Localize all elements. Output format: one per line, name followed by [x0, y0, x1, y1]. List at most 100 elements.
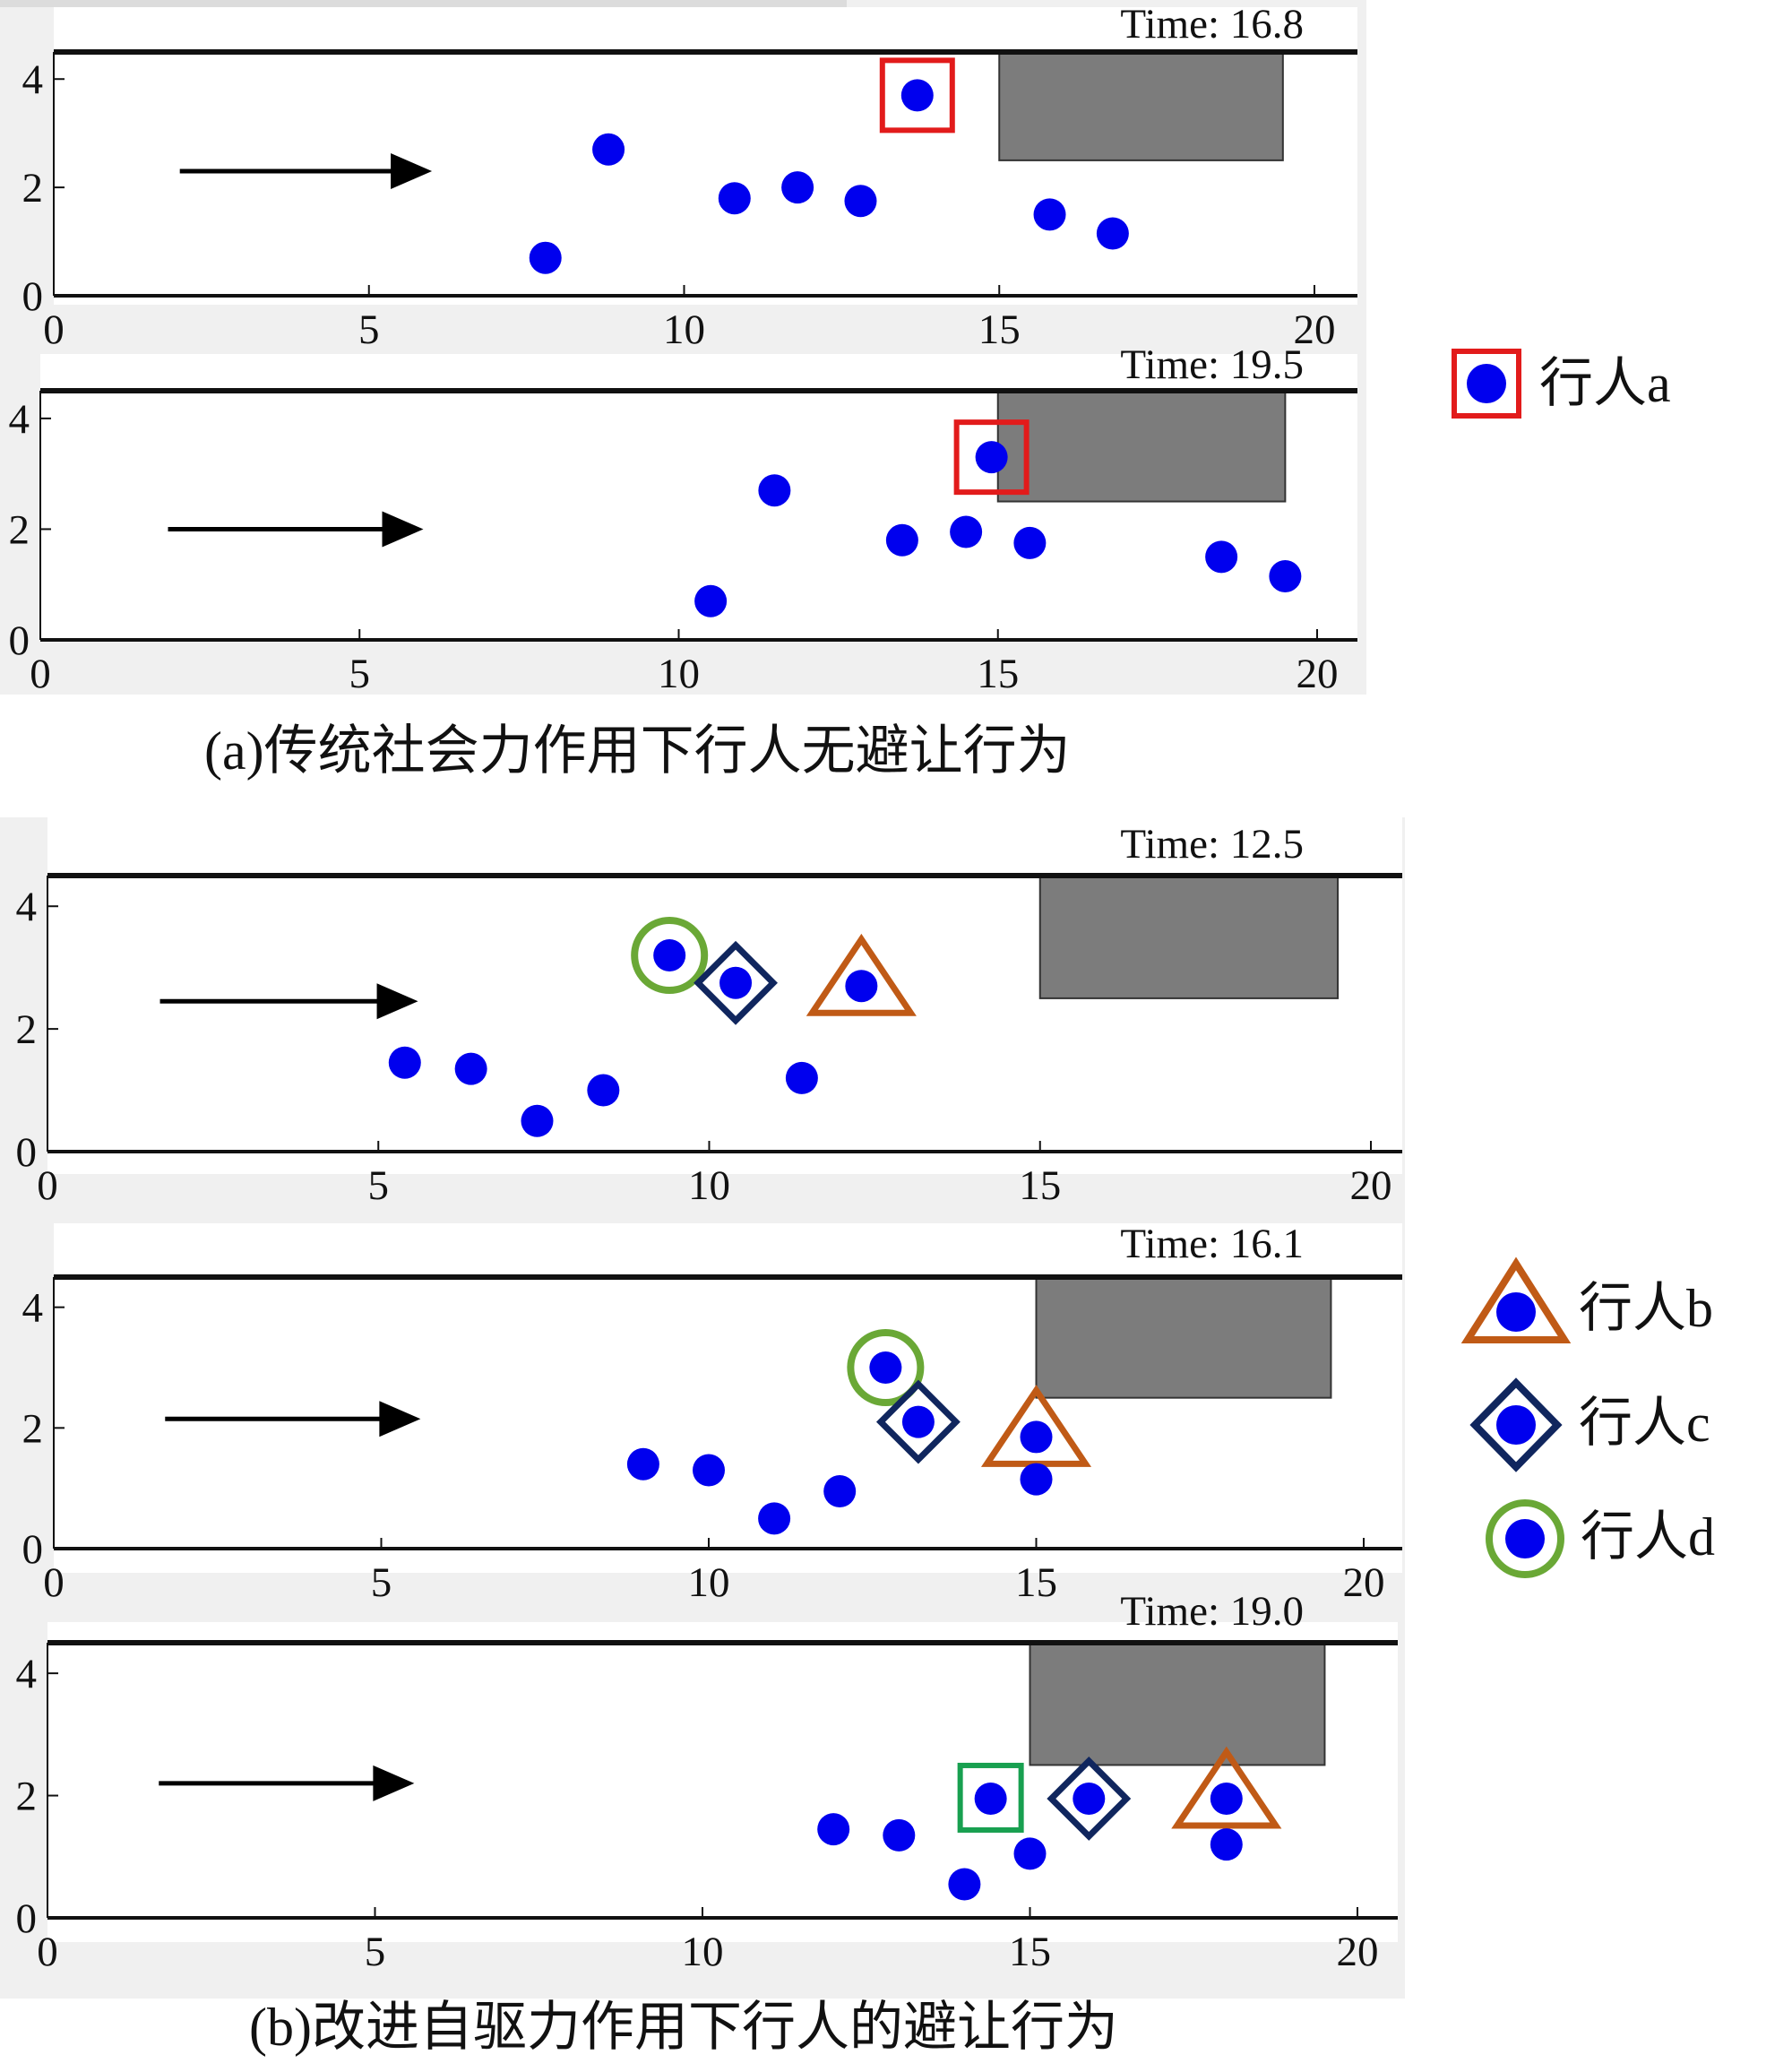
y-tick-label: 0	[16, 1895, 38, 1942]
pedestrian-dot	[948, 1868, 981, 1901]
pedestrian-dot	[653, 938, 686, 971]
pedestrian-dot	[1073, 1782, 1106, 1815]
pedestrian-dot	[1210, 1828, 1243, 1861]
legend-c-diamond-icon	[1469, 1377, 1563, 1472]
x-tick-label: 0	[43, 306, 65, 353]
x-tick-label: 5	[371, 1559, 392, 1606]
time-label: Time: 12.5	[1120, 821, 1304, 868]
flow-arrow-head	[373, 1765, 415, 1801]
marker-pedestrian-a	[879, 57, 955, 134]
panel-b2: 0 5 10 15 20 0 2 4 Time: 16.1	[22, 1221, 1402, 1606]
legend-c-label: 行人c	[1579, 1394, 1710, 1453]
time-label: Time: 16.1	[1120, 1221, 1304, 1267]
y-tick-label: 0	[9, 617, 30, 664]
legend-a-dot-icon	[1467, 364, 1506, 403]
pedestrian-dot	[1033, 198, 1066, 231]
obstacle-block	[1035, 1276, 1332, 1399]
y-tick-label: 0	[16, 1129, 38, 1176]
pedestrian-dot	[694, 584, 728, 617]
y-tick-label: 0	[22, 273, 44, 320]
pedestrian-dot	[823, 1475, 857, 1508]
marker-pedestrian-c	[875, 1379, 961, 1464]
x-tick-label: 5	[358, 306, 380, 353]
marker-pedestrian-d	[847, 1329, 925, 1406]
legend-item-d: 行人d	[1486, 1499, 1715, 1578]
y-tick-label: 0	[22, 1526, 44, 1573]
caption-b: (b)改进自驱力作用下行人的避让行为	[249, 1998, 1118, 2057]
flow-arrow-head	[379, 1401, 421, 1437]
x-tick-label: 10	[658, 651, 700, 697]
obstacle-block	[998, 51, 1284, 161]
y-tick-label: 4	[9, 396, 30, 443]
pedestrian-dot	[388, 1046, 421, 1079]
marker-pedestrian-a	[953, 419, 1030, 496]
time-label: Time: 19.0	[1120, 1588, 1304, 1635]
pedestrian-dot	[781, 171, 814, 204]
pedestrian-dot	[1269, 559, 1302, 592]
legend-b-triangle-icon	[1460, 1256, 1572, 1343]
y-tick-label: 2	[9, 506, 30, 553]
pedestrian-dot	[817, 1813, 850, 1846]
legend-b-dot-icon	[1496, 1292, 1536, 1332]
pedestrian-dot	[883, 1818, 916, 1852]
pedestrian-dot	[626, 1447, 659, 1481]
pedestrian-dot	[718, 182, 751, 215]
x-tick-label: 15	[977, 651, 1019, 697]
legend-d-dot-icon	[1505, 1519, 1545, 1558]
x-tick-label: 15	[1015, 1559, 1057, 1606]
marker-pedestrian-d	[631, 916, 709, 994]
obstacle-block	[1029, 1642, 1326, 1766]
panel-b3: 0 5 10 15 20 0 2 4 Time: 19.0	[16, 1588, 1398, 1975]
x-tick-label: 10	[688, 1162, 730, 1209]
legend-b-label: 行人b	[1579, 1279, 1713, 1338]
obstacle-block	[996, 390, 1287, 503]
panel-a2: 0 5 10 15 20 0 2 4 Time: 19.5	[9, 341, 1357, 697]
pedestrian-dot	[592, 133, 625, 166]
flow-arrow-head	[382, 511, 424, 548]
marker-pedestrian-c	[1047, 1757, 1132, 1841]
x-tick-label: 10	[663, 306, 705, 353]
x-tick-label: 20	[1297, 651, 1339, 697]
x-tick-label: 15	[1009, 1929, 1051, 1975]
pedestrian-dot	[1210, 1782, 1243, 1815]
x-tick-label: 10	[682, 1929, 724, 1975]
y-tick-label: 4	[22, 1285, 44, 1332]
pedestrian-dot	[1013, 1837, 1047, 1870]
y-tick-label: 2	[16, 1006, 38, 1053]
legend-a-label: 行人a	[1539, 354, 1671, 413]
pedestrian-dot	[974, 1782, 1007, 1815]
x-tick-label: 5	[349, 651, 371, 697]
panel-b1: 0 5 10 15 20 0 2 4 Time: 12.5	[16, 817, 1402, 1209]
obstacle-block	[1038, 875, 1340, 999]
legend-c-dot-icon	[1496, 1405, 1536, 1445]
flow-arrow-head	[391, 152, 433, 189]
legend-item-b: 行人b	[1460, 1256, 1713, 1343]
x-tick-label: 10	[688, 1559, 730, 1606]
pedestrian-dot	[693, 1454, 725, 1487]
pedestrian-dot	[975, 441, 1008, 474]
x-tick-label: 0	[30, 651, 51, 697]
panel-a1: 0 5 10 15 20 0 2 4 Time: 16.8	[22, 1, 1357, 353]
y-tick-label: 2	[22, 1405, 44, 1452]
marker-pedestrian-c	[694, 940, 778, 1025]
x-tick-label: 20	[1350, 1162, 1392, 1209]
x-tick-label: 0	[37, 1929, 58, 1975]
legend-item-c: 行人c	[1469, 1377, 1710, 1472]
legend-d-label: 行人d	[1581, 1507, 1715, 1567]
time-label: Time: 16.8	[1120, 1, 1304, 47]
y-tick-label: 2	[22, 165, 44, 212]
legend-item-a: 行人a	[1452, 349, 1671, 419]
pedestrian-dot	[1096, 217, 1129, 250]
x-tick-label: 15	[978, 306, 1021, 353]
pedestrian-dot	[529, 241, 562, 274]
pedestrian-dot	[587, 1074, 620, 1107]
pedestrian-dot	[758, 474, 791, 507]
pedestrian-dot	[1013, 526, 1047, 559]
pedestrian-dot	[950, 515, 983, 548]
x-tick-label: 20	[1294, 306, 1336, 353]
pedestrian-dot	[869, 1351, 902, 1384]
pedestrian-dot	[719, 966, 753, 999]
